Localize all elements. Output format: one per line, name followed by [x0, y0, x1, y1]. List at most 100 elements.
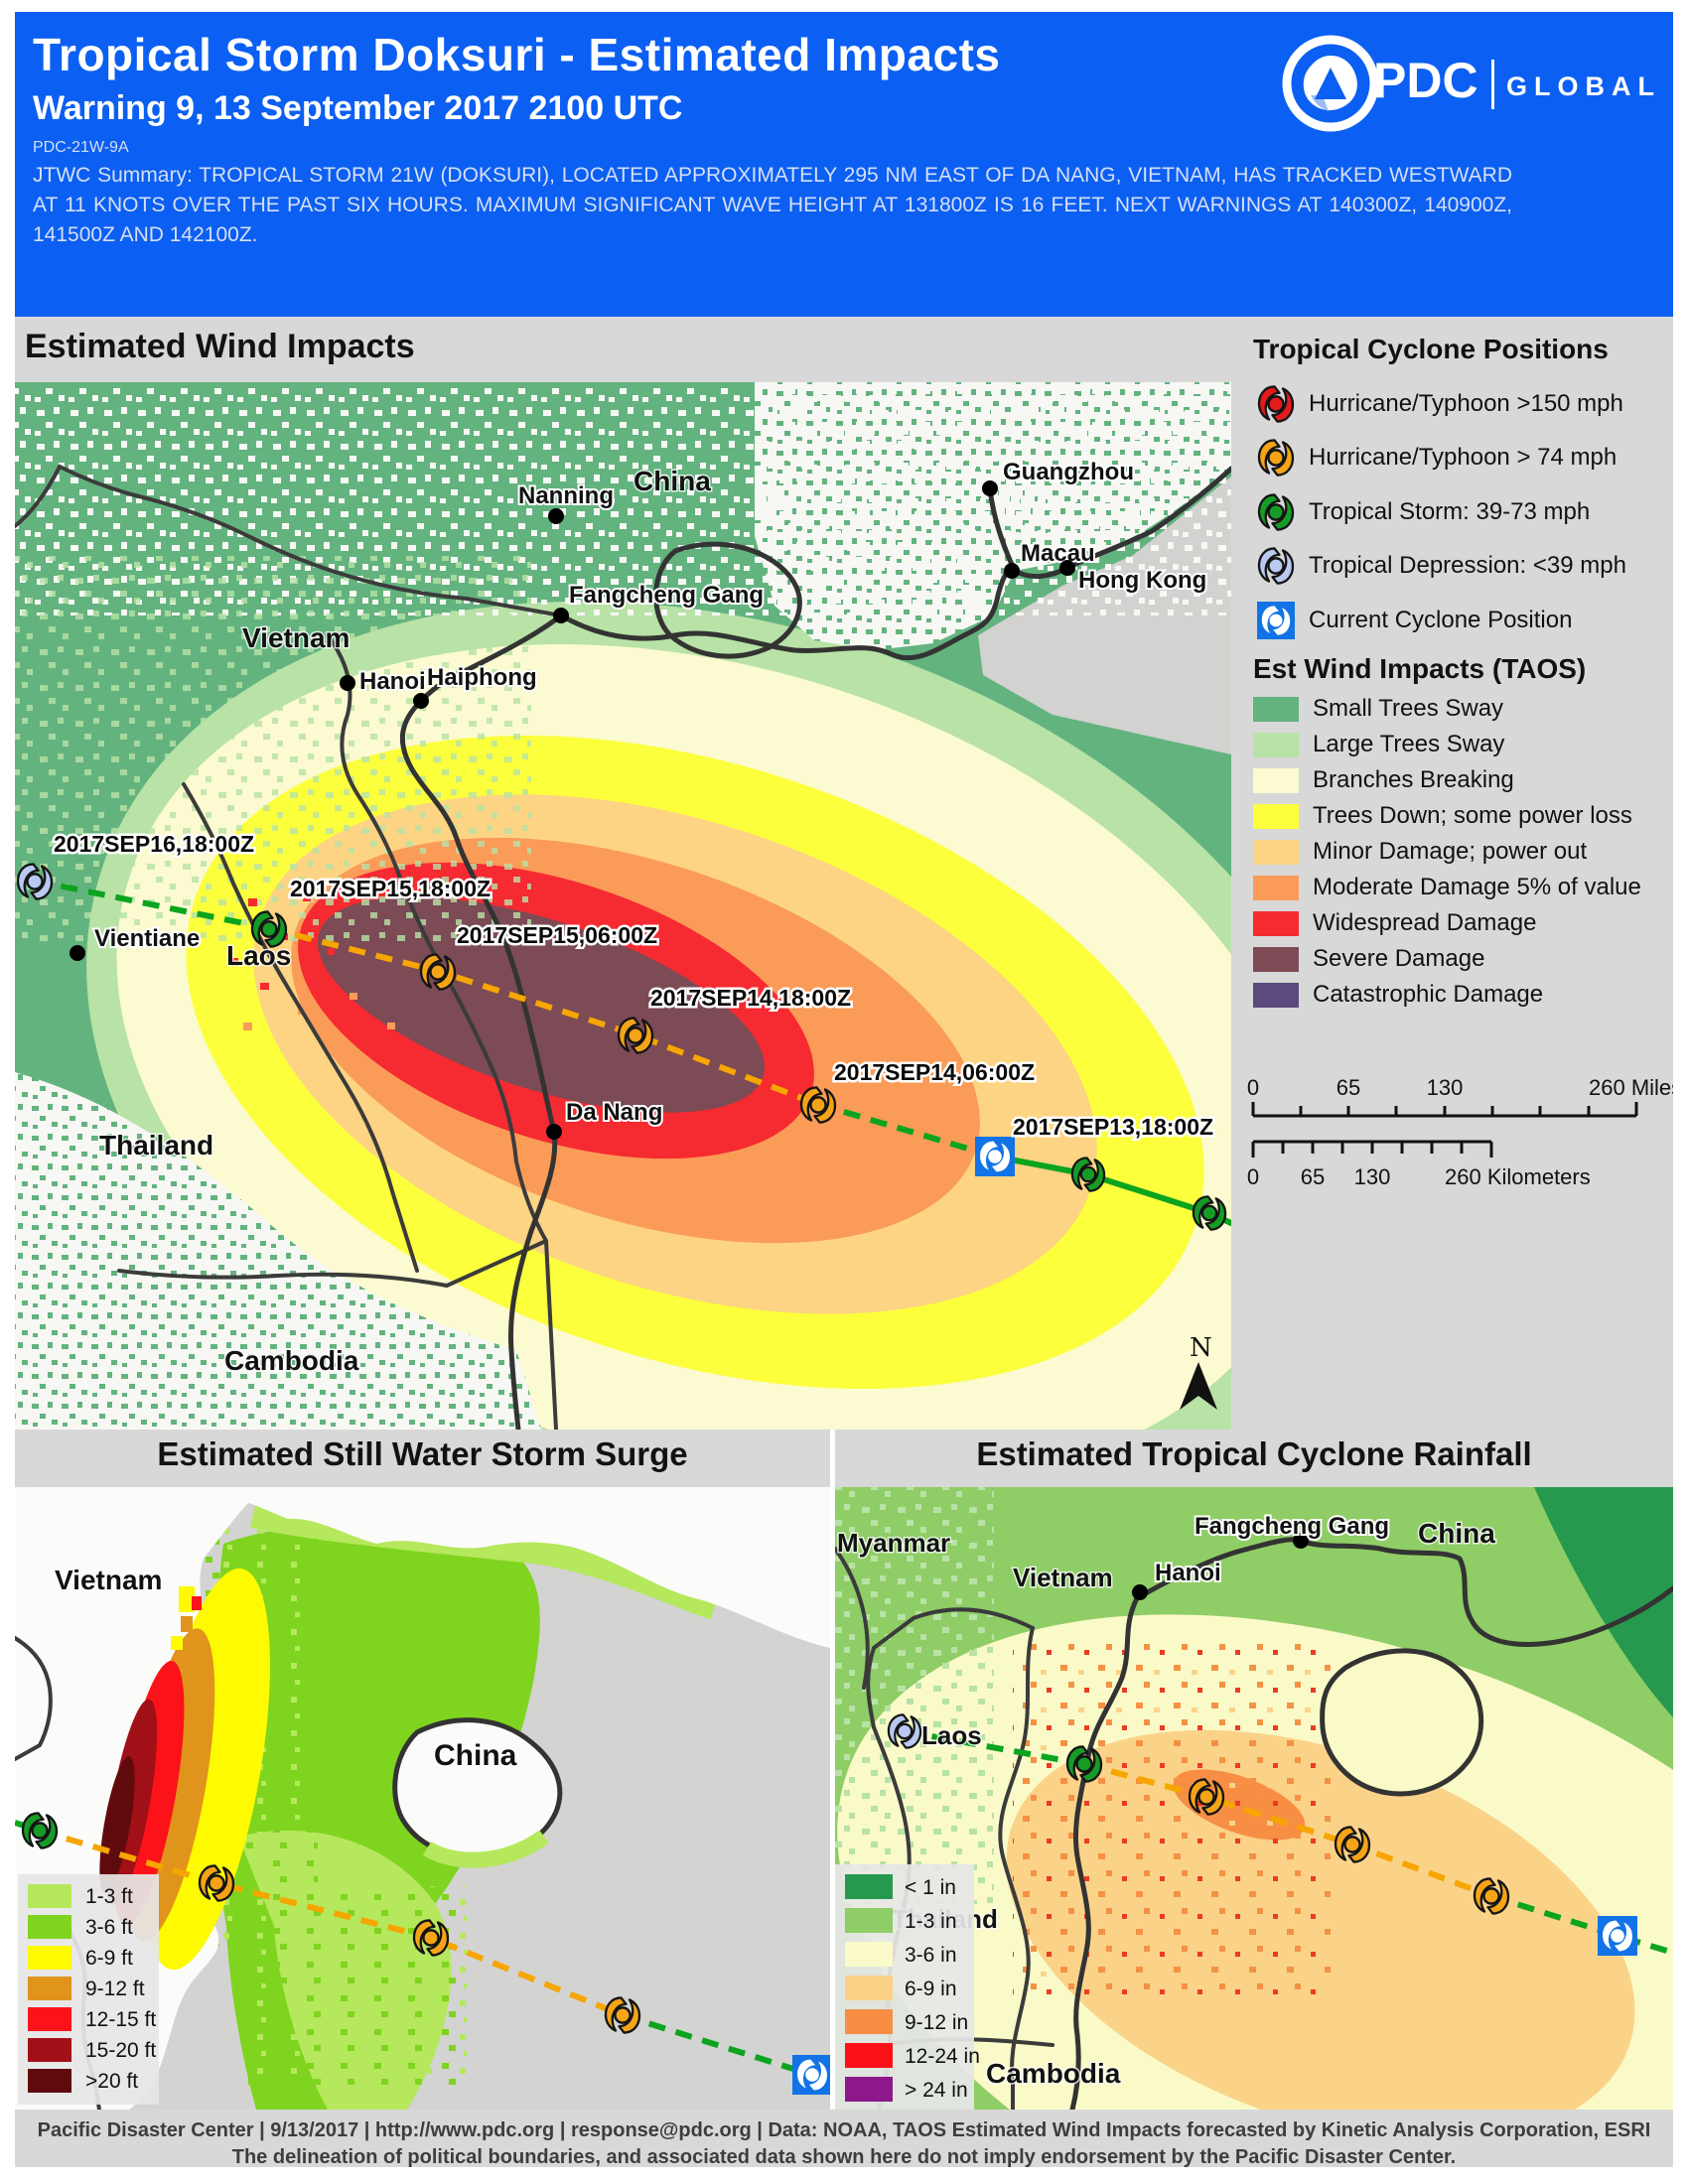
- pdc-logo-icon: [1282, 35, 1379, 132]
- country-label: China: [633, 466, 711, 496]
- logo-global-text: GLOBAL: [1506, 71, 1661, 101]
- svg-text:15-20 ft: 15-20 ft: [85, 2039, 156, 2062]
- svg-text:0: 0: [1247, 1075, 1259, 1100]
- rain-legend: < 1 in 1-3 in 3-6 in 6-9 in 9-12 in 12-2…: [835, 1864, 980, 2110]
- legend-item: Large Trees Sway: [1253, 731, 1504, 758]
- legend-item: Current Cyclone Position: [1257, 602, 1572, 639]
- city-label: Nanning: [518, 482, 614, 509]
- legend-item: Hurricane/Typhoon > 74 mph: [1257, 439, 1617, 477]
- tropical-storm-icon: [1192, 1195, 1227, 1231]
- svg-text:260 Kilometers: 260 Kilometers: [1445, 1164, 1591, 1189]
- legend-item: Widespread Damage: [1253, 909, 1536, 937]
- svg-text:2017SEP13,18:00Z: 2017SEP13,18:00Z: [1013, 1114, 1213, 1140]
- storm-track: [904, 1728, 1673, 1957]
- logo-divider: [1491, 60, 1494, 109]
- hurricane-icon: [617, 1017, 654, 1054]
- rain-section-title: Estimated Tropical Cyclone Rainfall: [976, 1435, 1532, 1472]
- svg-text:1-3 in: 1-3 in: [905, 1910, 957, 1933]
- current-position-icon: [1598, 1916, 1637, 1956]
- hainan-surge-fringe: [422, 1830, 549, 1868]
- hurricane-orange-icon: [1257, 439, 1295, 477]
- country-label: Laos: [226, 940, 291, 971]
- svg-text:2017SEP16,18:00Z: 2017SEP16,18:00Z: [54, 831, 254, 857]
- country-borders: [15, 465, 563, 1430]
- map-scale-bar: 0 65 130 260 Miles 0 65 130 260 Kilomete…: [1247, 1075, 1673, 1189]
- city-label: Hong Kong: [1078, 567, 1206, 594]
- legend-item: Severe Damage: [1253, 945, 1484, 973]
- svg-text:130: 130: [1427, 1075, 1464, 1100]
- svg-text:Laos: Laos: [921, 1720, 982, 1750]
- tropical-storm-icon: [1070, 1157, 1106, 1192]
- hurricane-icon: [1473, 1877, 1510, 1915]
- svg-text:1-3 ft: 1-3 ft: [85, 1885, 133, 1908]
- color-swatch: [1253, 910, 1299, 936]
- tropical-depression-icon: [887, 1713, 922, 1749]
- svg-text:6-9 in: 6-9 in: [905, 1978, 957, 2000]
- hurricane-icon: [1334, 1826, 1371, 1863]
- logo-pdc-text: PDC: [1373, 53, 1478, 108]
- country-label: Vietnam: [55, 1565, 162, 1595]
- svg-text:Vietnam: Vietnam: [1013, 1563, 1113, 1592]
- svg-text:2017SEP15,18:00Z: 2017SEP15,18:00Z: [290, 876, 491, 901]
- country-label: Thailand: [99, 1130, 213, 1160]
- product-id: PDC-21W-9A: [33, 139, 129, 156]
- country-label: Vietnam: [242, 622, 350, 653]
- legend-item: Hurricane/Typhoon >150 mph: [1257, 385, 1623, 423]
- legend-item: Branches Breaking: [1253, 766, 1514, 794]
- storm-surge-map[interactable]: Vietnam China 1-3 ft 3-6 ft 6-9 ft 9-12 …: [15, 1487, 830, 2110]
- svg-text:Myanmar: Myanmar: [837, 1528, 950, 1558]
- svg-text:65: 65: [1336, 1075, 1360, 1100]
- svg-text:0: 0: [1247, 1164, 1259, 1189]
- svg-text:65: 65: [1301, 1164, 1325, 1189]
- svg-text:Hanoi: Hanoi: [1155, 1560, 1221, 1586]
- city-label: Fangcheng Gang: [569, 582, 764, 609]
- color-swatch: [1253, 839, 1299, 865]
- report-header: Tropical Storm Doksuri - Estimated Impac…: [15, 12, 1673, 317]
- svg-text:9-12 in: 9-12 in: [905, 2011, 968, 2034]
- rainfall-map[interactable]: Myanmar Fangcheng Gang China Hanoi Vietn…: [835, 1487, 1673, 2110]
- color-swatch: [1253, 767, 1299, 793]
- color-swatch: [1253, 732, 1299, 757]
- city-label: Hanoi: [359, 668, 426, 695]
- tropical-storm-icon: [1065, 1745, 1103, 1783]
- tropical-depression-icon: [16, 863, 54, 900]
- city-label: Da Nang: [566, 1099, 662, 1126]
- legend-item: Tropical Depression: <39 mph: [1257, 547, 1626, 585]
- rain-title-bar: [835, 1430, 1673, 1487]
- hurricane-icon: [799, 1086, 837, 1124]
- north-arrow: N: [1180, 1333, 1217, 1410]
- hurricane-icon: [419, 953, 457, 991]
- hurricane-icon: [1188, 1778, 1225, 1816]
- svg-text:130: 130: [1354, 1164, 1391, 1189]
- color-swatch: [1253, 696, 1299, 722]
- current-position-icon: [1257, 602, 1295, 639]
- report-footer: Pacific Disaster Center | 9/13/2017 | ht…: [15, 2110, 1673, 2168]
- wind-impacts-map[interactable]: 2017SEP16,18:00Z 2017SEP15,18:00Z 2017SE…: [15, 382, 1231, 1430]
- legend-item: Trees Down; some power loss: [1253, 802, 1632, 830]
- china-land: [15, 1487, 830, 1648]
- rain-speckles: [1013, 1638, 1331, 1995]
- rain-speckles-west: [835, 1487, 994, 1904]
- footer-disclaimer-line: The delineation of political boundaries,…: [231, 2146, 1457, 2168]
- svg-text:6-9 ft: 6-9 ft: [85, 1947, 133, 1970]
- southwest-land: [15, 1072, 541, 1430]
- svg-text:260 Miles: 260 Miles: [1589, 1075, 1673, 1100]
- track-labels: 2017SEP16,18:00Z 2017SEP15,18:00Z 2017SE…: [52, 829, 1216, 1143]
- svg-text:2017SEP14,18:00Z: 2017SEP14,18:00Z: [650, 985, 851, 1011]
- legend-item: Minor Damage; power out: [1253, 838, 1587, 866]
- current-position-icon: [792, 2055, 830, 2095]
- svg-text:> 24 in: > 24 in: [905, 2079, 968, 2102]
- hurricane-icon: [412, 1919, 450, 1957]
- country-label: Cambodia: [224, 1345, 359, 1376]
- surge-section-title: Estimated Still Water Storm Surge: [157, 1435, 688, 1472]
- svg-text:China: China: [1418, 1518, 1495, 1549]
- hurricane-icon: [604, 1996, 641, 2034]
- wind-section-title: Estimated Wind Impacts: [25, 328, 415, 365]
- color-swatch: [1253, 803, 1299, 829]
- footer-source-line: Pacific Disaster Center | 9/13/2017 | ht…: [37, 2119, 1651, 2141]
- coastline: [1069, 1537, 1673, 2110]
- svg-text:Cambodia: Cambodia: [986, 2058, 1121, 2089]
- impacts-legend-title: Est Wind Impacts (TAOS): [1253, 653, 1587, 684]
- surge-title-bar: [15, 1430, 830, 1487]
- legend-item: Small Trees Sway: [1253, 695, 1503, 723]
